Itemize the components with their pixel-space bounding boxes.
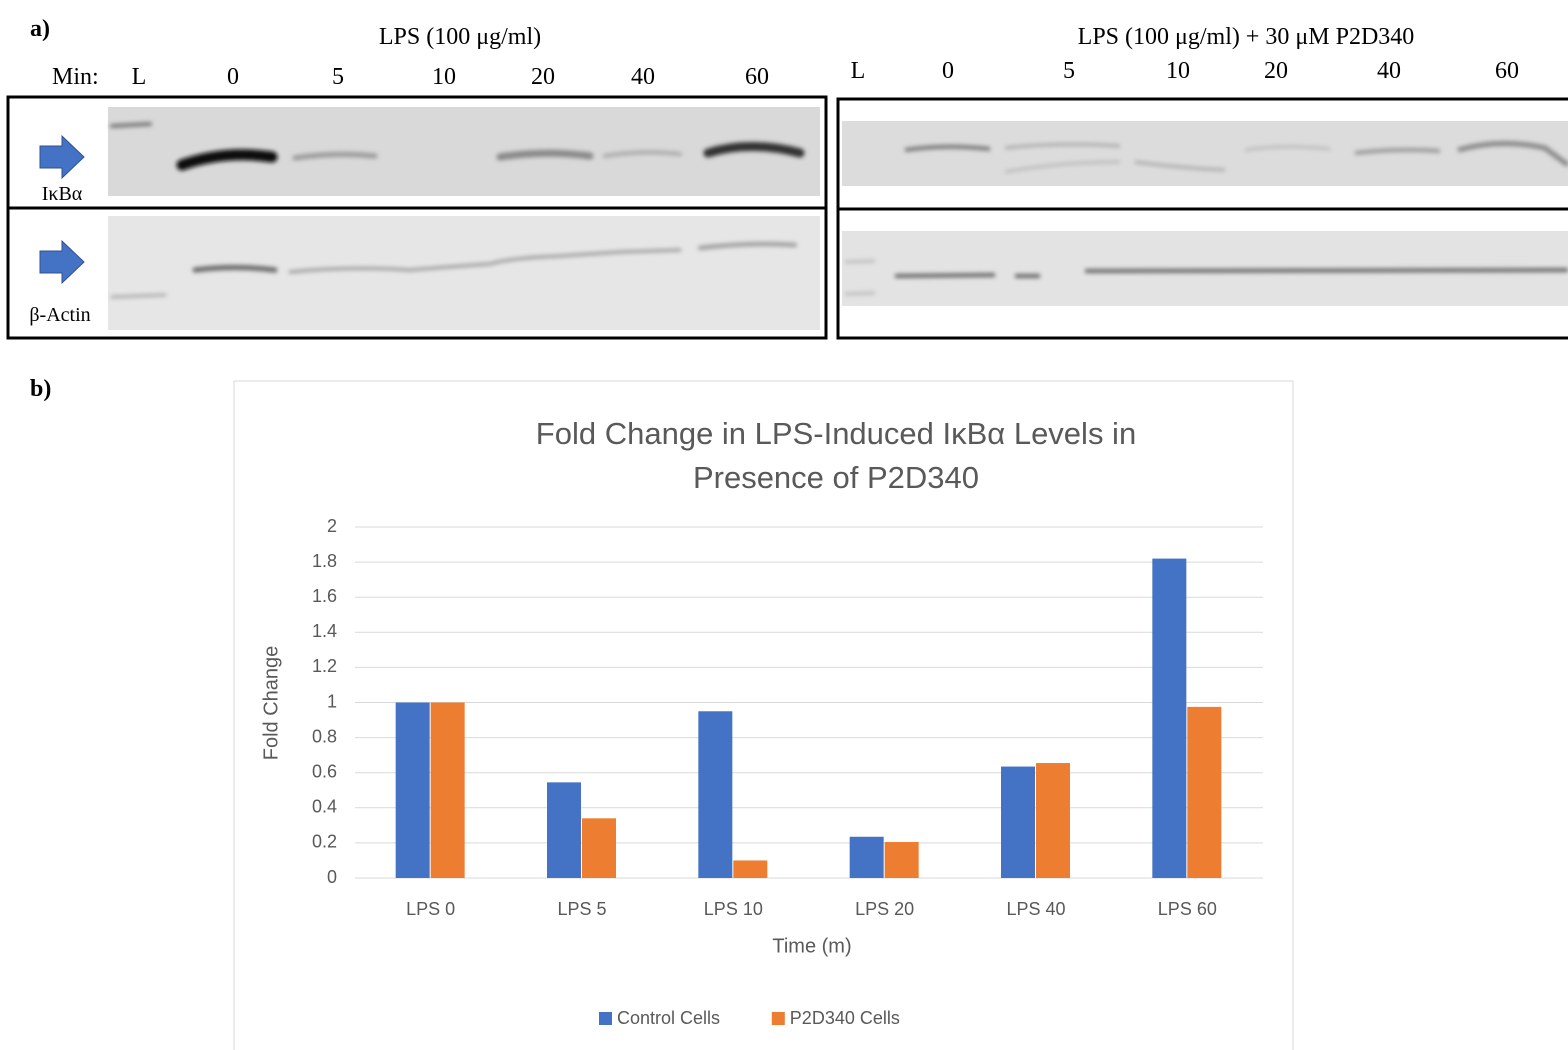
row-label: IκBα: [42, 183, 83, 205]
blot: [108, 216, 820, 330]
bar: [698, 711, 732, 878]
lane-label: L: [132, 64, 147, 90]
blot-title: LPS (100 μg/ml) + 30 μM P2D340: [1078, 24, 1415, 50]
legend-swatch: [772, 1012, 785, 1025]
lane-label: 60: [1495, 58, 1519, 84]
arrow: [40, 136, 84, 178]
lane-label: 20: [531, 64, 555, 90]
lane-label: 60: [745, 64, 769, 90]
bar: [1001, 767, 1035, 878]
blot: [842, 121, 1568, 186]
arrow: [40, 241, 84, 283]
lane-label: 5: [1063, 58, 1075, 84]
bar: [733, 860, 767, 878]
legend-swatch: [599, 1012, 612, 1025]
bar: [547, 782, 581, 878]
y-tick-label: 1: [327, 691, 337, 711]
x-tick-label: LPS 20: [855, 899, 914, 919]
bar: [1152, 559, 1186, 878]
bar: [431, 703, 465, 879]
panel-label: a): [30, 16, 50, 42]
bar: [885, 842, 919, 878]
bar: [396, 703, 430, 879]
blot-title: LPS (100 μg/ml): [379, 24, 541, 50]
row-label: β-Actin: [29, 304, 90, 326]
bar: [582, 818, 616, 878]
y-tick-label: 1.2: [312, 656, 337, 676]
x-tick-label: LPS 10: [704, 899, 763, 919]
y-tick-label: 0.6: [312, 761, 337, 781]
y-tick-label: 0.8: [312, 726, 337, 746]
y-tick-label: 0.4: [312, 797, 337, 817]
y-tick-label: 2: [327, 516, 337, 536]
lane-label: L: [851, 58, 866, 84]
x-tick-label: LPS 5: [557, 899, 606, 919]
bar: [850, 837, 884, 878]
legend-label: Control Cells: [617, 1008, 720, 1028]
chart-title: Fold Change in LPS-Induced IκBα Levels i…: [486, 412, 1186, 500]
y-axis-title: Fold Change: [260, 646, 282, 761]
legend-label: P2D340 Cells: [790, 1008, 900, 1028]
y-tick-label: 1.6: [312, 586, 337, 606]
y-tick-label: 0: [327, 867, 337, 887]
lane-label: 10: [432, 64, 456, 90]
x-tick-label: LPS 0: [406, 899, 455, 919]
lane-label: 40: [631, 64, 655, 90]
lane-label: 20: [1264, 58, 1288, 84]
x-tick-label: LPS 60: [1158, 899, 1217, 919]
lane-label: 0: [227, 64, 239, 90]
y-tick-label: 1.8: [312, 551, 337, 571]
x-axis-title: Time (m): [772, 935, 851, 957]
figure: a) LPS (100 μg/ml) LPS (100 μg/ml) + 30 …: [0, 0, 1568, 1050]
lane-label: 5: [332, 64, 344, 90]
y-tick-label: 1.4: [312, 621, 337, 641]
lane-label: 0: [942, 58, 954, 84]
panel-label: b): [30, 376, 51, 402]
bar: [1036, 763, 1070, 878]
bar: [1187, 707, 1221, 878]
x-tick-label: LPS 40: [1006, 899, 1065, 919]
y-tick-label: 0.2: [312, 832, 337, 852]
lane-label: 40: [1377, 58, 1401, 84]
min-label: Min:: [52, 64, 99, 90]
page: Fold Change in LPS-Induced IκBα Levels i…: [0, 0, 1568, 1050]
lane-label: 10: [1166, 58, 1190, 84]
